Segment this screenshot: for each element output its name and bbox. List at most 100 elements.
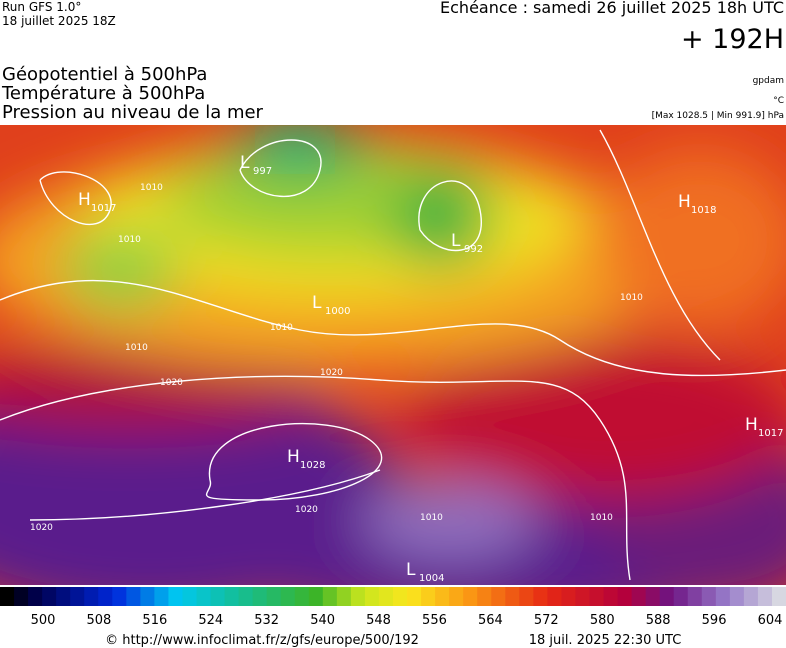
colorbar-cell bbox=[673, 587, 689, 606]
center-value: 1004 bbox=[419, 573, 444, 584]
colorbar-cell bbox=[463, 587, 478, 606]
colorbar-cell bbox=[322, 587, 338, 606]
colorbar-cell bbox=[210, 587, 226, 606]
colorbar-label: 516 bbox=[142, 613, 167, 628]
center-value: 1000 bbox=[325, 306, 350, 317]
colorbar-cell bbox=[196, 587, 212, 606]
colorbar-label: 540 bbox=[310, 613, 335, 628]
unit-pressure: [Max 1028.5 | Min 991.9] hPa bbox=[652, 111, 784, 121]
colorbar-label: 500 bbox=[31, 613, 56, 628]
center-value: 1018 bbox=[691, 205, 716, 216]
colorbar-cell bbox=[350, 587, 366, 606]
colorbar-cell bbox=[280, 587, 296, 606]
colorbar: 500 508 516 524 532 540 548 556 564 572 580 588 596 6… bbox=[0, 587, 786, 628]
colorbar-cell bbox=[14, 587, 29, 606]
center-type: H bbox=[745, 415, 758, 435]
colorbar-cell bbox=[505, 587, 520, 606]
isobar-label: 1020 bbox=[160, 378, 183, 388]
isobar-label: 1020 bbox=[320, 368, 343, 378]
colorbar-cell bbox=[70, 587, 85, 606]
colorbar-cell bbox=[126, 587, 141, 606]
center-type: H bbox=[78, 190, 91, 210]
center-type: L bbox=[312, 293, 322, 313]
colorbar-label: 588 bbox=[646, 613, 671, 628]
center-type: L bbox=[240, 153, 250, 173]
field-name: Pression au niveau de la mer bbox=[2, 102, 264, 123]
colorbar-cell bbox=[56, 587, 71, 606]
colorbar-cell bbox=[659, 587, 675, 606]
colorbar-cell bbox=[771, 587, 786, 606]
colorbar-label: 596 bbox=[702, 613, 727, 628]
colorbar-cell bbox=[491, 587, 506, 606]
center-value: 1017 bbox=[91, 203, 116, 214]
field-name: Température à 500hPa bbox=[1, 83, 205, 104]
isobars bbox=[0, 129, 786, 581]
echeance: Echéance : samedi 26 juillet 2025 18h UT… bbox=[440, 0, 784, 17]
colorbar-cell bbox=[140, 587, 155, 606]
run-date: 18 juillet 2025 18Z bbox=[2, 14, 116, 28]
isobar-label: 1010 bbox=[620, 293, 643, 303]
colorbar-cell bbox=[308, 587, 324, 606]
colorbar-cell bbox=[252, 587, 268, 606]
isobar-label: 1010 bbox=[140, 183, 163, 193]
map-field bbox=[0, 125, 786, 585]
center-value: 1028 bbox=[300, 460, 325, 471]
colorbar-label: 508 bbox=[87, 613, 112, 628]
colorbar-cell bbox=[589, 587, 605, 606]
colorbar-cell bbox=[631, 587, 647, 606]
colorbar-cell bbox=[378, 587, 394, 606]
colorbar-label: 548 bbox=[366, 613, 391, 628]
colorbar-cell bbox=[407, 587, 422, 606]
colorbar-cell bbox=[168, 587, 183, 606]
colorbar-cell bbox=[533, 587, 548, 606]
colorbar-cell bbox=[435, 587, 450, 606]
center-value: 997 bbox=[253, 166, 272, 177]
isobar-label: 1010 bbox=[118, 235, 141, 245]
colorbar-cell bbox=[645, 587, 661, 606]
isobar-label: 1020 bbox=[30, 523, 53, 533]
colorbar-label: 556 bbox=[422, 613, 447, 628]
colorbar-cell bbox=[28, 587, 43, 606]
colorbar-cell bbox=[421, 587, 436, 606]
run-label: Run GFS 1.0° bbox=[2, 0, 81, 14]
colorbar-cell bbox=[336, 587, 352, 606]
colorbar-cell bbox=[154, 587, 169, 606]
colorbar-cell bbox=[519, 587, 534, 606]
unit-gpdam: gpdam bbox=[753, 76, 784, 86]
center-type: H bbox=[287, 447, 300, 467]
isobar-label: 1010 bbox=[125, 343, 148, 353]
lead-time: + 192H bbox=[681, 24, 784, 55]
center-value: 992 bbox=[464, 244, 483, 255]
colorbar-cell bbox=[729, 587, 745, 606]
isobar-label: 1020 bbox=[295, 505, 318, 515]
center-type: H bbox=[678, 192, 691, 212]
colorbar-cell bbox=[449, 587, 464, 606]
colorbar-cell bbox=[182, 587, 197, 606]
colorbar-cell bbox=[687, 587, 703, 606]
center-value: 1017 bbox=[758, 428, 783, 439]
colorbar-cell bbox=[561, 587, 576, 606]
colorbar-cell bbox=[603, 587, 619, 606]
isobar-label: 1010 bbox=[590, 513, 613, 523]
colorbar-label: 580 bbox=[590, 613, 615, 628]
colorbar-cell bbox=[98, 587, 113, 606]
colorbar-label: 524 bbox=[198, 613, 223, 628]
colorbar-cell bbox=[715, 587, 731, 606]
colorbar-cell bbox=[701, 587, 717, 606]
isobar-label: 1010 bbox=[420, 513, 443, 523]
center-type: L bbox=[406, 560, 416, 580]
colorbar-label: 572 bbox=[534, 613, 559, 628]
colorbar-cell bbox=[0, 587, 15, 606]
colorbar-cell bbox=[393, 587, 408, 606]
field-name: Géopotentiel à 500hPa bbox=[2, 64, 207, 85]
colorbar-cell bbox=[294, 587, 310, 606]
colorbar-cell bbox=[477, 587, 492, 606]
colorbar-cell bbox=[84, 587, 99, 606]
colorbar-cell bbox=[743, 587, 759, 606]
footer-date: 18 juil. 2025 22:30 UTC bbox=[529, 633, 682, 648]
colorbar-cell bbox=[575, 587, 590, 606]
colorbar-cell bbox=[757, 587, 773, 606]
